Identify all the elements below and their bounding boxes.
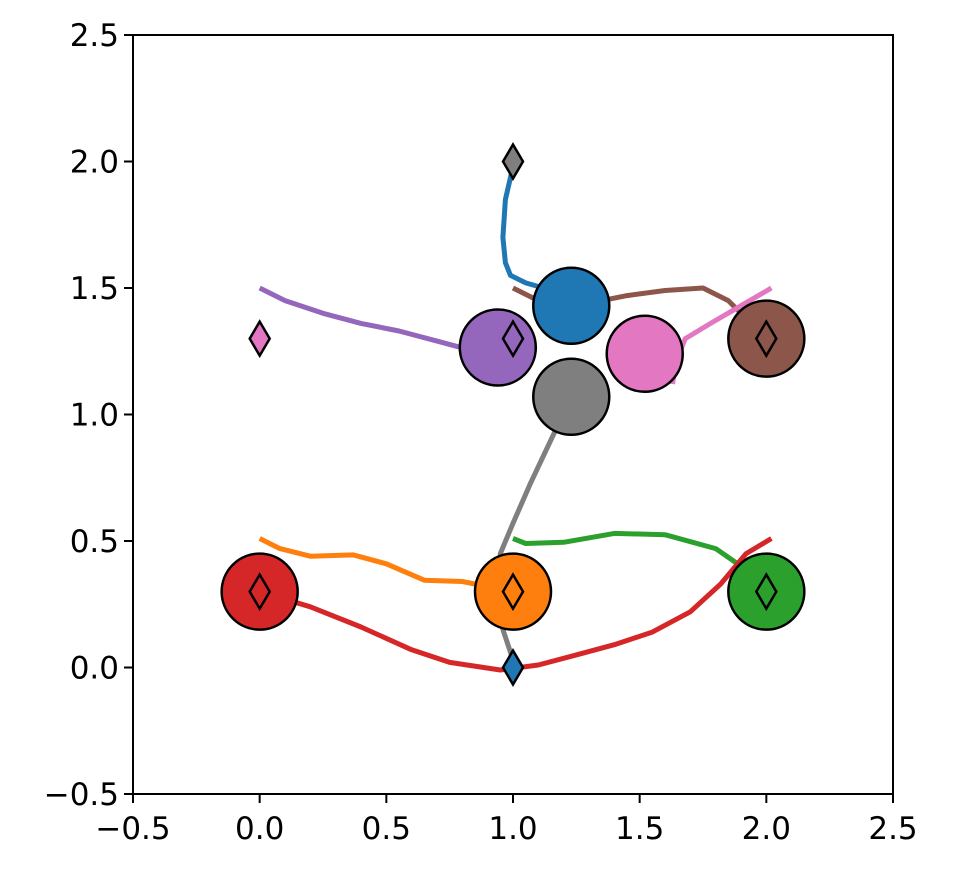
goal-diamond-4 bbox=[248, 572, 272, 612]
y-tick-label: 1.5 bbox=[70, 271, 119, 307]
agent-marker-8 bbox=[532, 357, 611, 437]
goal-layer bbox=[248, 142, 778, 687]
trajectory-line-2 bbox=[258, 536, 514, 595]
y-tick-label: −0.5 bbox=[44, 777, 119, 813]
agent-marker-5 bbox=[458, 308, 538, 387]
x-tick-label: 2.0 bbox=[742, 811, 791, 847]
agent-marker-7 bbox=[605, 314, 684, 394]
x-axis: −0.5 0.0 0.5 1.0 1.5 2.0 2.5 bbox=[95, 794, 918, 847]
x-tick-label: 2.5 bbox=[868, 811, 917, 847]
agent-marker-1 bbox=[532, 266, 611, 345]
goal-diamond-1 bbox=[501, 648, 525, 687]
y-tick-label: 2.0 bbox=[70, 145, 119, 181]
x-tick-label: 0.0 bbox=[235, 811, 284, 847]
x-tick-label: 1.0 bbox=[488, 811, 537, 847]
x-tick-label: −0.5 bbox=[95, 811, 170, 847]
goal-diamond-6 bbox=[754, 319, 778, 359]
y-tick-label: 0.0 bbox=[70, 651, 119, 687]
goal-diamond-7 bbox=[248, 319, 272, 359]
x-tick-label: 1.5 bbox=[615, 811, 664, 847]
goal-diamond-8 bbox=[501, 142, 525, 181]
y-tick-label: 1.0 bbox=[70, 398, 119, 434]
y-axis: −0.5 0.0 0.5 1.0 1.5 2.0 2.5 bbox=[44, 18, 133, 813]
y-tick-label: 2.5 bbox=[70, 18, 119, 54]
goal-diamond-3 bbox=[754, 572, 778, 612]
trajectory-line-4 bbox=[258, 536, 773, 673]
x-tick-label: 0.5 bbox=[362, 811, 411, 847]
goal-diamond-5 bbox=[501, 319, 525, 359]
goal-diamond-2 bbox=[501, 572, 525, 612]
y-tick-label: 0.5 bbox=[70, 524, 119, 560]
